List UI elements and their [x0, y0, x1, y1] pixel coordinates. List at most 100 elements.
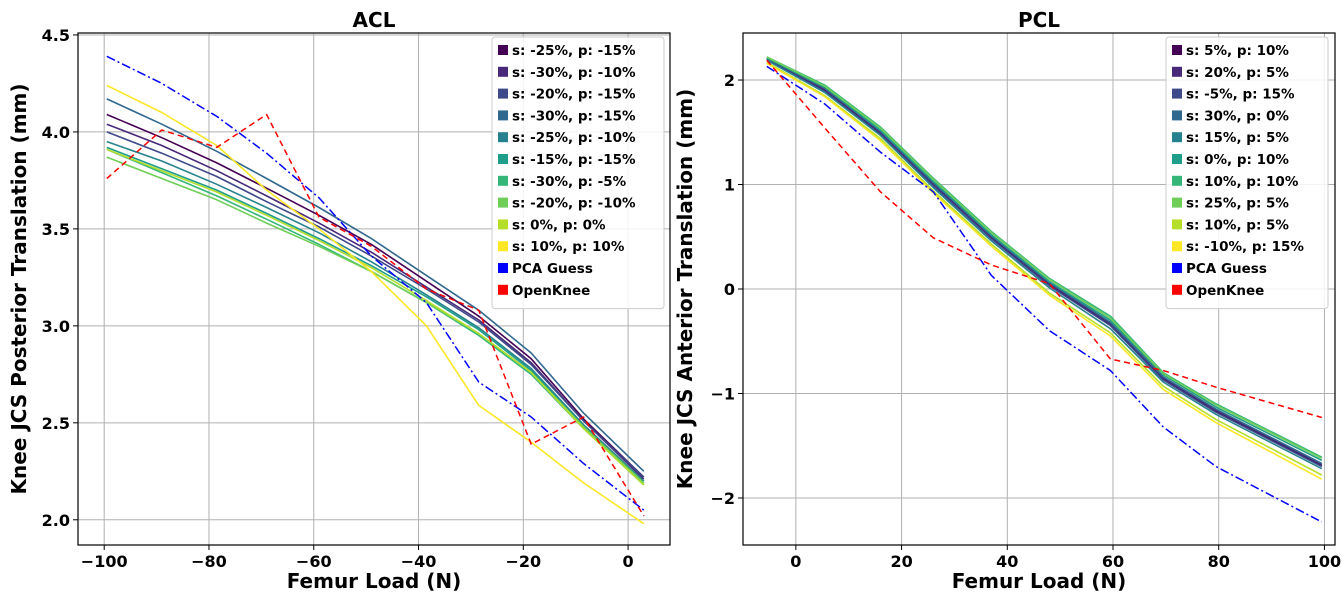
- plot-frame: [77, 32, 671, 546]
- x-tick-label: 100: [1308, 552, 1341, 571]
- legend-label: s: -30%, p: -15%: [512, 108, 636, 124]
- legend-label: s: -10%, p: 15%: [1186, 239, 1304, 255]
- legend-swatch: [498, 66, 508, 77]
- legend-label: s: 0%, p: 0%: [512, 217, 606, 233]
- legend-swatch: [498, 110, 508, 121]
- legend-swatch: [1172, 175, 1182, 186]
- series-line: [766, 57, 1323, 462]
- legend-swatch: [1172, 45, 1182, 55]
- legend-label: s: -20%, p: -15%: [512, 87, 636, 103]
- legend-label: s: 5%, p: 10%: [1186, 43, 1289, 59]
- legend-swatch: [1172, 263, 1182, 273]
- legend-box: [491, 36, 665, 310]
- x-tick-label: 0: [790, 552, 801, 571]
- x-tick-label: 20: [890, 552, 912, 571]
- legend-swatch: [498, 219, 508, 230]
- x-tick-label: 0: [623, 552, 634, 571]
- series-line: [766, 59, 1323, 468]
- x-tick-label: −80: [191, 552, 227, 571]
- legend-swatch: [498, 154, 508, 164]
- legend-label: s: 25%, p: 5%: [1186, 196, 1289, 212]
- legend-label: s: -25%, p: -15%: [512, 43, 636, 59]
- series-line: [766, 62, 1323, 480]
- series-line: [106, 84, 645, 525]
- legend-swatch: [498, 88, 508, 99]
- legend-label: PCA Guess: [512, 261, 593, 277]
- legend-swatch: [1172, 219, 1182, 230]
- x-tick-label: 60: [1102, 552, 1124, 571]
- legend-swatch: [1172, 154, 1182, 164]
- legend-label: s: 30%, p: 0%: [1186, 108, 1289, 124]
- y-tick-label: 2.5: [42, 414, 70, 433]
- chart-title: ACL: [353, 8, 396, 32]
- legend-label: s: -30%, p: -5%: [512, 174, 627, 190]
- legend-label: s: 10%, p: 10%: [1186, 174, 1299, 190]
- y-tick-label: 2.0: [42, 511, 70, 530]
- x-tick-label: −60: [296, 552, 332, 571]
- legend-swatch: [498, 263, 508, 273]
- series-line: [766, 56, 1323, 460]
- chart-title: PCL: [1018, 8, 1060, 32]
- legend: s: -25%, p: -15% s: -30%, p: -10% s: -20%,…: [491, 36, 665, 310]
- acl-chart: −100 −80 −60 −40 −20 0 2.0 2.5 3.0 3.5 4.0 4.5 ACL Fe…: [7, 8, 671, 593]
- x-axis-label: Femur Load (N): [952, 569, 1127, 593]
- legend-label: s: 15%, p: 5%: [1186, 130, 1289, 146]
- legend-swatch: [498, 175, 508, 186]
- series-line: [106, 140, 645, 482]
- series-line: [106, 55, 645, 511]
- legend-label: s: 10%, p: 5%: [1186, 217, 1289, 233]
- legend-swatch: [498, 284, 508, 295]
- legend-swatch: [1172, 66, 1182, 77]
- x-tick-label: −100: [81, 552, 128, 571]
- x-tick-label: −20: [505, 552, 541, 571]
- series-line: [106, 146, 645, 484]
- series-line: [766, 59, 1323, 470]
- legend-swatch: [1172, 284, 1182, 295]
- legend-box: [1165, 36, 1329, 310]
- y-tick-label: 0: [724, 280, 735, 299]
- y-axis-label: Knee JCS Posterior Translation (mm): [7, 83, 31, 494]
- y-tick-label: 4.5: [42, 26, 70, 45]
- legend-swatch: [1172, 241, 1182, 252]
- y-tick-label: 1: [724, 176, 735, 195]
- y-tick-label: 3.5: [42, 220, 70, 239]
- series-line: [106, 113, 645, 478]
- series-line: [106, 148, 645, 486]
- x-tick-label: 40: [996, 552, 1018, 571]
- legend-label: OpenKnee: [512, 283, 590, 299]
- y-tick-label: −2: [710, 489, 735, 508]
- legend-label: s: 10%, p: 10%: [512, 239, 625, 255]
- legend-label: PCA Guess: [1186, 261, 1267, 277]
- series-line: [766, 59, 1323, 419]
- x-axis-label: Femur Load (N): [287, 569, 462, 593]
- legend-swatch: [1172, 88, 1182, 99]
- series-line: [766, 65, 1323, 523]
- legend-label: OpenKnee: [1186, 283, 1264, 299]
- x-tick-label: 80: [1208, 552, 1230, 571]
- y-tick-label: 3.0: [42, 317, 70, 336]
- legend-label: s: 0%, p: 10%: [1186, 152, 1289, 168]
- legend-swatch: [1172, 132, 1182, 143]
- legend-swatch: [498, 241, 508, 252]
- y-tick-label: 4.0: [42, 123, 70, 142]
- legend-swatch: [498, 132, 508, 143]
- legend-swatch: [498, 45, 508, 55]
- legend-label: s: -30%, p: -10%: [512, 65, 636, 81]
- series-line: [106, 131, 645, 478]
- legend-swatch: [1172, 110, 1182, 121]
- legend-label: s: 20%, p: 5%: [1186, 65, 1289, 81]
- series-line: [766, 61, 1323, 476]
- x-tick-label: −40: [401, 552, 437, 571]
- legend-label: s: -20%, p: -10%: [512, 196, 636, 212]
- legend: s: 5%, p: 10% s: 20%, p: 5% s: -5%, p: 15%…: [1165, 36, 1329, 310]
- legend-swatch: [1172, 197, 1182, 208]
- y-tick-label: 2: [724, 71, 735, 90]
- series-line: [106, 123, 645, 480]
- y-axis-label: Knee JCS Anterior Translation (mm): [673, 89, 697, 489]
- y-tick-label: −1: [710, 384, 735, 403]
- legend-label: s: -15%, p: -15%: [512, 152, 636, 168]
- legend-label: s: -5%, p: 15%: [1186, 87, 1295, 103]
- series-line: [106, 113, 645, 517]
- legend-swatch: [498, 197, 508, 208]
